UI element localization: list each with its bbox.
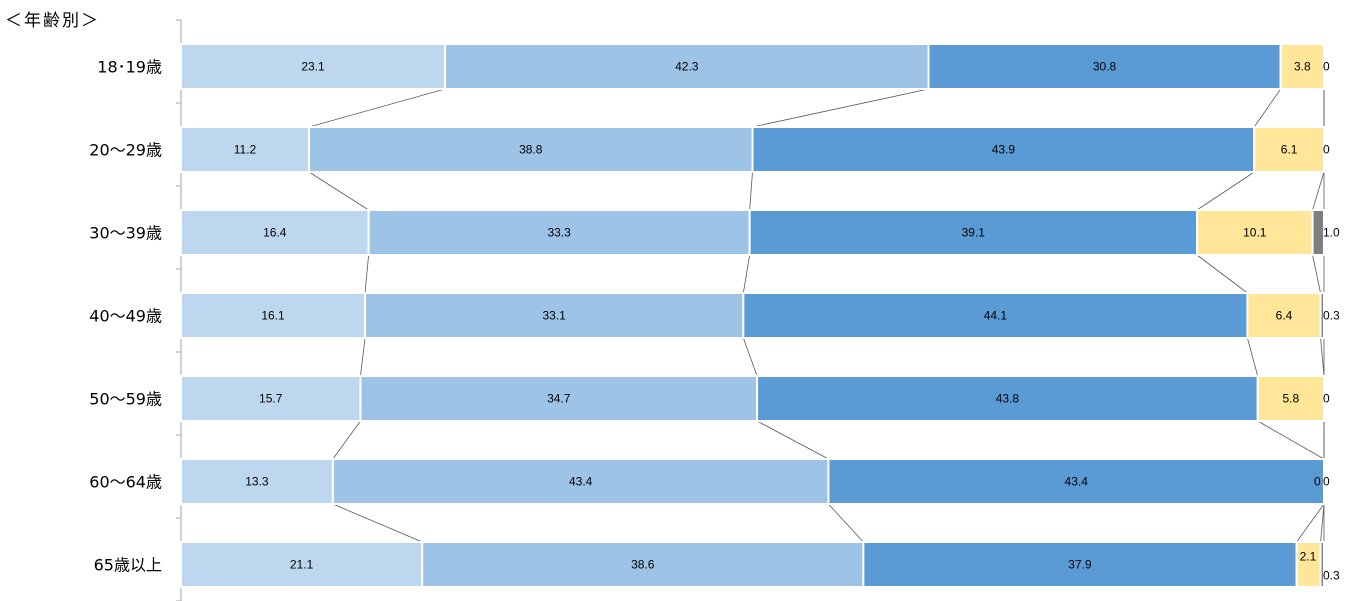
category-label: 40～49歳 bbox=[89, 307, 162, 326]
bar-segment bbox=[180, 209, 370, 256]
data-label: 3.8 bbox=[1294, 60, 1311, 74]
bar-segment bbox=[421, 541, 865, 588]
data-label: 30.8 bbox=[1093, 60, 1117, 74]
data-label: 21.1 bbox=[290, 558, 314, 572]
series-line bbox=[749, 171, 753, 211]
series-lines bbox=[308, 88, 1325, 543]
bar-segment bbox=[180, 43, 447, 90]
series-line bbox=[756, 420, 829, 460]
data-label: 0 bbox=[1323, 143, 1330, 157]
series-line bbox=[742, 337, 758, 377]
data-label: 43.8 bbox=[996, 392, 1020, 406]
data-label: 11.2 bbox=[234, 143, 257, 157]
data-label: 16.4 bbox=[263, 226, 287, 240]
bar-segment bbox=[1246, 292, 1322, 339]
series-line bbox=[828, 503, 864, 543]
data-label: 39.1 bbox=[962, 226, 986, 240]
bar-segment bbox=[1319, 292, 1326, 339]
series-line bbox=[1320, 503, 1325, 543]
data-label: 33.3 bbox=[547, 226, 571, 240]
data-label: 23.1 bbox=[301, 60, 325, 74]
series-line bbox=[1312, 171, 1325, 211]
data-label: 6.1 bbox=[1281, 143, 1298, 157]
bar-segment bbox=[927, 43, 1282, 90]
bar-segment bbox=[180, 375, 362, 422]
series-line bbox=[360, 337, 366, 377]
label-layer: 18･19歳 23.1 42.3 30.8 3.8 0 20～29歳 11.2 38.8 43.9… bbox=[89, 58, 1340, 583]
data-label: 1.0 bbox=[1323, 226, 1340, 240]
series-line bbox=[1257, 420, 1325, 460]
category-label: 60～64歳 bbox=[89, 473, 162, 492]
series-line bbox=[1253, 88, 1281, 128]
data-label: 43.4 bbox=[569, 475, 593, 489]
data-label: 38.6 bbox=[631, 558, 655, 572]
series-line bbox=[308, 171, 369, 211]
series-line bbox=[1320, 337, 1325, 377]
series-line bbox=[332, 503, 423, 543]
bar-segment bbox=[180, 541, 424, 588]
bar-segment bbox=[1196, 209, 1314, 256]
bar-segment bbox=[1253, 126, 1325, 173]
series-line bbox=[308, 88, 446, 128]
category-label: 65歳以上 bbox=[94, 556, 162, 575]
data-label: 2.1 bbox=[1300, 550, 1317, 564]
bar-segment bbox=[751, 126, 1256, 173]
series-line bbox=[752, 88, 929, 128]
bar-segment bbox=[756, 375, 1259, 422]
bar-segment bbox=[1279, 43, 1326, 90]
data-label: 0 bbox=[1314, 475, 1321, 489]
bar-segment bbox=[827, 458, 1326, 505]
data-label: 5.8 bbox=[1283, 392, 1300, 406]
category-label: 18･19歳 bbox=[97, 58, 162, 77]
data-label: 0 bbox=[1323, 392, 1330, 406]
data-label: 43.9 bbox=[992, 143, 1016, 157]
bar-segment bbox=[367, 209, 751, 256]
series-line bbox=[1196, 171, 1255, 211]
series-line bbox=[1196, 254, 1248, 294]
series-line bbox=[364, 254, 370, 294]
data-label: 38.8 bbox=[519, 143, 543, 157]
bar-segment bbox=[331, 458, 830, 505]
bar-segment bbox=[1256, 375, 1326, 422]
data-label: 43.4 bbox=[1065, 475, 1089, 489]
data-label: 34.7 bbox=[547, 392, 571, 406]
bar-segment bbox=[748, 209, 1198, 256]
chart-title: ＜年齢別＞ bbox=[5, 11, 100, 31]
data-label: 0.3 bbox=[1323, 569, 1340, 583]
series-line bbox=[332, 420, 361, 460]
category-label: 20～29歳 bbox=[89, 141, 162, 160]
bar-segment bbox=[1311, 209, 1326, 256]
bar-segment bbox=[364, 292, 745, 339]
data-label: 6.4 bbox=[1276, 309, 1293, 323]
series-line bbox=[1247, 337, 1259, 377]
series-line bbox=[742, 254, 751, 294]
data-label: 0 bbox=[1323, 475, 1330, 489]
bar-layer bbox=[180, 43, 1326, 588]
data-label: 0 bbox=[1323, 60, 1330, 74]
data-label: 33.1 bbox=[543, 309, 567, 323]
series-line bbox=[1312, 254, 1321, 294]
data-label: 44.1 bbox=[984, 309, 1008, 323]
category-label: 30～39歳 bbox=[89, 224, 162, 243]
data-label: 15.7 bbox=[259, 392, 283, 406]
bar-segment bbox=[180, 126, 311, 173]
bar-segment bbox=[742, 292, 1249, 339]
data-label: 13.3 bbox=[245, 475, 269, 489]
category-label: 50～59歳 bbox=[89, 390, 162, 409]
data-label: 42.3 bbox=[675, 60, 699, 74]
data-label: 16.1 bbox=[261, 309, 285, 323]
data-label: 37.9 bbox=[1068, 558, 1092, 572]
bar-segment bbox=[180, 292, 367, 339]
bar-segment bbox=[1319, 541, 1326, 588]
bar-segment bbox=[359, 375, 759, 422]
series-line bbox=[1296, 503, 1325, 543]
data-label: 0.3 bbox=[1323, 309, 1340, 323]
data-label: 10.1 bbox=[1243, 226, 1267, 240]
